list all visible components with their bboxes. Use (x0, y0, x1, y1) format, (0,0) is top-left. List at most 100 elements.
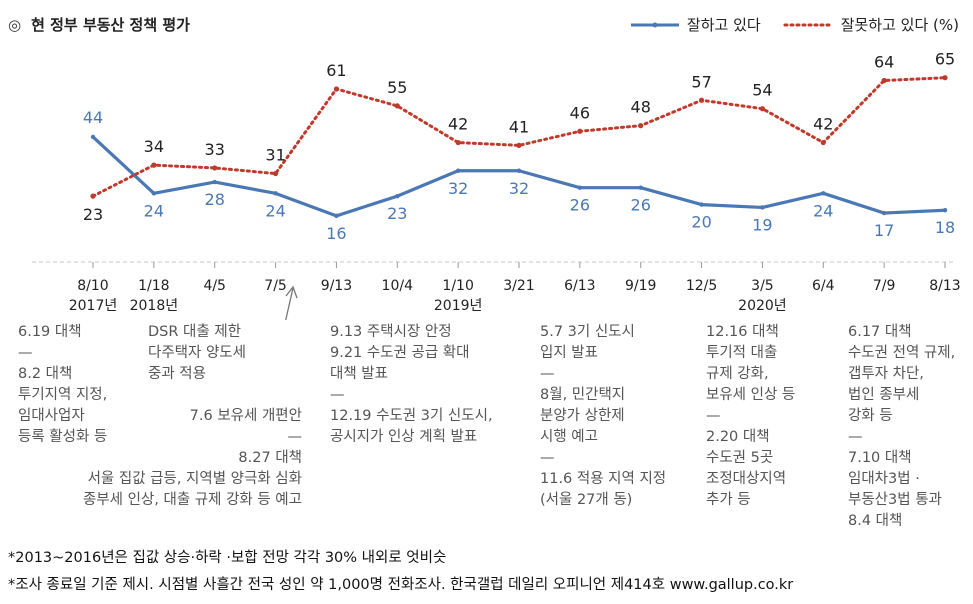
policy-note-2017: 6.19 대책 — 8.2 대책 투기지역 지정, 임대사업자 등록 활성화 등 (18, 324, 108, 445)
data-label: 41 (509, 117, 529, 136)
data-label: 24 (813, 201, 833, 220)
data-point (516, 168, 522, 173)
data-label: 42 (813, 115, 833, 134)
x-axis-ticks (92, 262, 946, 268)
policy-note-2020: 6.17 대책 수도권 전역 규제, 갭투자 차단, 법인 종부세 강화 등 —… (848, 324, 956, 529)
data-label: 23 (83, 205, 103, 224)
data-label: 54 (752, 81, 772, 100)
data-point (394, 103, 400, 109)
year-label: 2019년 (434, 298, 483, 314)
data-label: 20 (691, 213, 711, 232)
data-point (821, 191, 826, 196)
legend: 잘하고 있다 잘못하고 있다 (%) (629, 14, 959, 35)
data-label: 26 (631, 196, 651, 215)
x-tick-label: 1/10 (442, 278, 473, 294)
data-point (151, 191, 157, 196)
data-points (90, 75, 948, 219)
data-label: 26 (570, 196, 590, 215)
data-point (759, 106, 766, 112)
data-point (212, 179, 217, 185)
data-point (942, 75, 948, 81)
data-label: 24 (144, 201, 164, 220)
data-point (516, 142, 522, 148)
year-label: 2020년 (738, 298, 787, 314)
data-point (577, 185, 583, 190)
data-label: 16 (326, 224, 346, 243)
legend-item-approve: 잘하고 있다 (629, 14, 761, 35)
data-point (272, 170, 279, 177)
x-tick-label: 3/5 (751, 278, 774, 294)
footnote-1: *2013~2016년은 집값 상승·하락 ·보합 전망 각각 30% 내외로 … (8, 550, 447, 566)
chart-title-block: ◎ 현 정부 부동산 정책 평가 (8, 14, 190, 35)
data-label: 19 (752, 215, 772, 234)
year-label: 2018년 (130, 298, 179, 314)
x-tick-label: 4/5 (203, 278, 226, 294)
policy-note-2018-mid: 7.6 보유세 개편안 — 8.27 대책 서울 집값 급등, 지역별 양극화 … (82, 408, 302, 508)
data-point (820, 139, 826, 146)
annotation-arrow (285, 285, 298, 320)
data-point (212, 165, 218, 171)
line-chart: 44 24 28 24 16 23 32 32 26 26 20 19 24 17 18 23 34 33 31 61… (32, 50, 961, 320)
x-tick-label: 3/21 (503, 278, 534, 294)
policy-note-2019: 5.7 3기 신도시 입지 발표 — 8월, 민간택지 분양가 상한제 시행 예… (540, 324, 667, 508)
data-label: 32 (509, 179, 529, 198)
x-tick-label: 7/9 (873, 278, 896, 294)
x-tick-label: 1/18 (138, 278, 169, 294)
year-label: 2017년 (69, 298, 118, 314)
x-tick-label: 7/5 (264, 278, 287, 294)
data-label: 65 (935, 50, 955, 69)
data-label: 55 (387, 78, 407, 97)
x-tick-label: 12/5 (686, 278, 717, 294)
data-point (273, 191, 278, 196)
x-tick-label: 10/4 (382, 278, 414, 294)
data-label: 64 (874, 53, 894, 72)
policy-note-2018-late: 9.13 주택시장 안정 9.21 수도권 공급 확대 대책 발표 — 12.1… (330, 324, 493, 445)
data-point (699, 202, 704, 207)
data-point (455, 139, 461, 146)
data-point (881, 210, 887, 216)
data-label: 57 (691, 72, 711, 91)
data-label: 61 (326, 61, 346, 80)
data-point (760, 205, 765, 210)
x-tick-label: 8/10 (77, 278, 108, 294)
data-labels: 44 24 28 24 16 23 32 32 26 26 20 19 24 17 18 23 34 33 31 61… (83, 50, 955, 243)
x-tick-label: 9/19 (625, 278, 656, 294)
x-tick-label: 6/4 (812, 278, 835, 294)
data-point (90, 193, 96, 199)
data-point (90, 134, 96, 140)
data-label: 32 (448, 179, 468, 198)
data-point (638, 185, 643, 190)
data-point (151, 162, 157, 168)
data-label: 42 (448, 115, 468, 134)
data-label: 18 (935, 218, 955, 237)
data-point (638, 123, 644, 129)
legend-label-disapprove: 잘못하고 있다 (%) (840, 16, 959, 34)
data-point (333, 86, 340, 92)
data-label: 31 (265, 146, 285, 165)
data-label: 23 (387, 204, 407, 223)
bullseye-icon: ◎ (8, 15, 22, 34)
data-label: 44 (83, 108, 103, 127)
data-point (881, 77, 887, 84)
year-labels: 2017년 2018년 2019년 2020년 (69, 298, 787, 314)
data-label: 28 (205, 190, 225, 209)
data-point (334, 213, 339, 219)
legend-item-disapprove: 잘못하고 있다 (%) (783, 14, 959, 35)
data-point (395, 193, 400, 199)
policy-note-2019-late: 12.16 대책 투기적 대출 규제 강화, 보유세 인상 등 — 2.20 대… (706, 324, 796, 508)
data-point (942, 208, 948, 213)
data-point (577, 128, 583, 134)
x-axis-tick-labels: 8/10 1/18 4/5 7/5 9/13 10/4 1/10 3/21 6/13 9/19 12… (77, 278, 960, 294)
data-label: 33 (205, 140, 225, 159)
data-point (455, 168, 461, 173)
solid-line-icon (630, 22, 679, 27)
footnote-2: *조사 종료일 기준 제시. 시점별 사흘간 전국 성인 약 1,000명 전화… (8, 577, 794, 593)
data-label: 34 (144, 137, 164, 156)
x-tick-label: 9/13 (321, 278, 352, 294)
chart-title: 현 정부 부동산 정책 평가 (31, 16, 190, 34)
x-tick-label: 8/13 (929, 278, 960, 294)
x-tick-label: 6/13 (564, 278, 595, 294)
data-label: 17 (874, 221, 894, 240)
data-label: 46 (570, 103, 590, 122)
data-point (698, 97, 705, 103)
